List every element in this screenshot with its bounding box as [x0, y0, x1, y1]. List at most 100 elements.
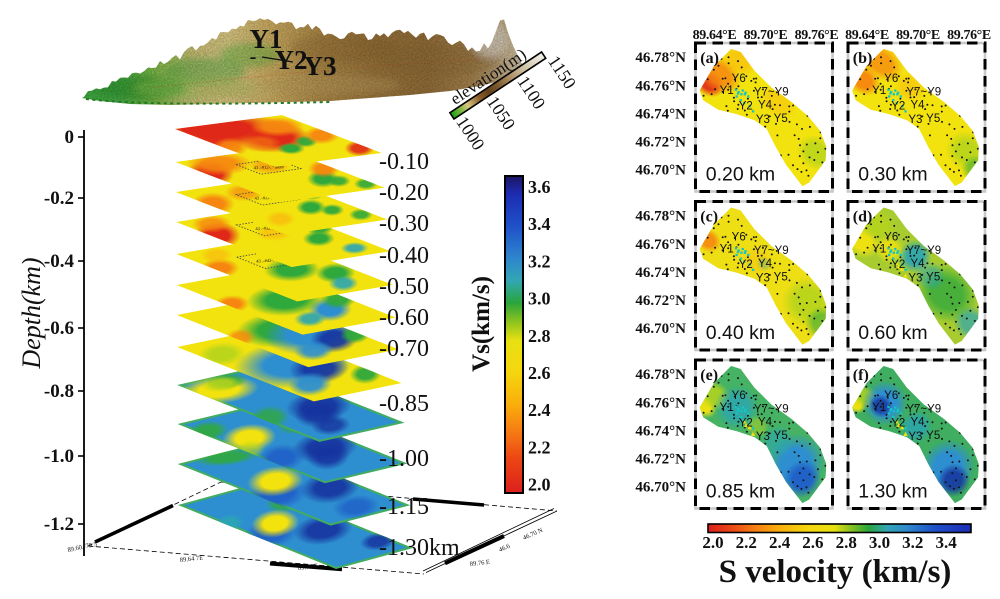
- svg-text:46.74°N: 46.74°N: [635, 423, 686, 439]
- svg-text:46.76°N: 46.76°N: [635, 237, 686, 253]
- svg-text:2.2: 2.2: [528, 437, 551, 457]
- svg-text:(c): (c): [700, 209, 718, 226]
- svg-text:2.2: 2.2: [736, 533, 757, 552]
- svg-text:Y3: Y3: [756, 431, 770, 443]
- svg-text:-0.60: -0.60: [379, 305, 429, 331]
- svg-text:0.40 km: 0.40 km: [706, 322, 775, 344]
- svg-text:Y2: Y2: [739, 418, 753, 430]
- svg-text:Y1: Y1: [720, 85, 734, 97]
- svg-text:-1.15: -1.15: [379, 494, 429, 520]
- svg-text:0.20 km: 0.20 km: [706, 164, 775, 186]
- svg-text:Y3: Y3: [756, 273, 770, 285]
- svg-text:(d): (d): [853, 209, 873, 226]
- svg-text:1050: 1050: [483, 92, 520, 133]
- svg-text:-1.30km: -1.30km: [379, 535, 460, 561]
- svg-text:Y5: Y5: [774, 113, 788, 125]
- svg-text:-0.6: -0.6: [44, 318, 74, 339]
- svg-text:(e): (e): [700, 367, 718, 384]
- svg-text:S velocity (km/s): S velocity (km/s): [719, 554, 952, 590]
- svg-text:46.70°N: 46.70°N: [635, 163, 686, 179]
- svg-text:Y3: Y3: [908, 114, 922, 126]
- svg-text:(b): (b): [853, 50, 873, 67]
- svg-text:3.2: 3.2: [528, 251, 551, 271]
- svg-text:Y4: Y4: [910, 258, 925, 270]
- svg-text:Y4: Y4: [758, 417, 773, 429]
- svg-text:3.4: 3.4: [935, 533, 957, 552]
- svg-text:3.0: 3.0: [528, 289, 551, 309]
- svg-text:-: -: [250, 46, 257, 68]
- svg-text:89.76°E: 89.76°E: [795, 28, 839, 43]
- svg-text:Y3: Y3: [908, 273, 922, 285]
- svg-text:Y7~Y9: Y7~Y9: [906, 403, 941, 415]
- svg-text:3.4: 3.4: [528, 214, 551, 234]
- svg-text:Y1: Y1: [720, 402, 734, 414]
- svg-text:-1.2: -1.2: [44, 514, 74, 535]
- svg-text:(a): (a): [700, 50, 719, 67]
- svg-text:46.78°N: 46.78°N: [635, 209, 686, 225]
- svg-text:89.64°E: 89.64°E: [693, 28, 737, 43]
- svg-text:Y6: Y6: [884, 73, 898, 85]
- svg-text:-0.30: -0.30: [379, 211, 429, 237]
- svg-text:Y4: Y4: [758, 100, 773, 112]
- svg-text:43 .-#12-, *menr: 43 .-#12-, *menr: [254, 164, 285, 171]
- svg-text:Y1: Y1: [720, 244, 734, 256]
- svg-text:1100: 1100: [513, 72, 549, 113]
- svg-text:1150: 1150: [544, 52, 580, 93]
- svg-text:Y7~Y9: Y7~Y9: [754, 245, 789, 257]
- svg-text:2.8: 2.8: [836, 533, 857, 552]
- svg-text:Depth(km): Depth(km): [17, 257, 46, 369]
- svg-text:Y6: Y6: [884, 231, 898, 243]
- svg-text:Y4: Y4: [910, 417, 925, 429]
- svg-text:89.70°E: 89.70°E: [744, 28, 788, 43]
- svg-text:2.6: 2.6: [528, 363, 551, 383]
- svg-text:-0.4: -0.4: [44, 251, 75, 272]
- svg-text:0.85 km: 0.85 km: [706, 481, 775, 503]
- svg-text:0.30 km: 0.30 km: [858, 164, 927, 186]
- svg-text:46.78°N: 46.78°N: [635, 50, 686, 66]
- svg-text:89.64°E: 89.64°E: [845, 28, 889, 43]
- svg-text:46.74°N: 46.74°N: [635, 265, 686, 281]
- svg-text:Y6: Y6: [884, 390, 898, 402]
- svg-text:46.72°N: 46.72°N: [635, 135, 686, 151]
- svg-text:3.2: 3.2: [902, 533, 923, 552]
- svg-text:Y1: Y1: [250, 24, 283, 54]
- svg-text:Y3: Y3: [756, 114, 770, 126]
- svg-text:-0.70: -0.70: [379, 336, 429, 362]
- svg-text:46.78°N: 46.78°N: [635, 367, 686, 383]
- svg-text:3.0: 3.0: [869, 533, 890, 552]
- svg-text:Y1: Y1: [872, 85, 886, 97]
- svg-text:Y4: Y4: [758, 258, 773, 270]
- svg-text:0.60 km: 0.60 km: [858, 322, 927, 344]
- svg-text:2.6: 2.6: [802, 533, 823, 552]
- svg-text:-0.10: -0.10: [379, 149, 429, 175]
- svg-text:-0.8: -0.8: [44, 381, 74, 402]
- svg-text:2.8: 2.8: [528, 326, 551, 346]
- svg-text:Y7~Y9: Y7~Y9: [754, 86, 789, 98]
- svg-text:89.70 E: 89.70 E: [297, 563, 318, 572]
- svg-text:0: 0: [65, 127, 75, 148]
- svg-text:Y1: Y1: [872, 402, 886, 414]
- svg-text:Y5: Y5: [926, 430, 940, 442]
- svg-text:46.76°N: 46.76°N: [635, 78, 686, 94]
- svg-text:3.6: 3.6: [528, 177, 551, 197]
- svg-text:46.6: 46.6: [498, 543, 512, 554]
- svg-text:Y2: Y2: [275, 45, 308, 75]
- svg-text:-1.00: -1.00: [379, 446, 429, 472]
- svg-text:89.76°E: 89.76°E: [947, 28, 991, 43]
- svg-text:Y1: Y1: [872, 244, 886, 256]
- svg-text:Vs(km/s): Vs(km/s): [468, 276, 495, 372]
- svg-text:Y3: Y3: [304, 51, 337, 81]
- svg-text:1000: 1000: [452, 113, 489, 154]
- svg-text:Y2: Y2: [891, 259, 905, 271]
- svg-text:-0.40: -0.40: [379, 243, 429, 269]
- svg-text:Y7~Y9: Y7~Y9: [906, 86, 941, 98]
- svg-text:Y5: Y5: [774, 272, 788, 284]
- svg-text:-0.2: -0.2: [44, 188, 74, 209]
- svg-text:46.70°N: 46.70°N: [635, 480, 686, 496]
- svg-text:Y3: Y3: [908, 431, 922, 443]
- svg-text:2.4: 2.4: [528, 400, 551, 420]
- svg-text:Y2: Y2: [891, 101, 905, 113]
- svg-text:Y4: Y4: [910, 100, 925, 112]
- svg-text:-0.20: -0.20: [379, 180, 429, 206]
- svg-text:89.64 7E: 89.64 7E: [179, 555, 203, 564]
